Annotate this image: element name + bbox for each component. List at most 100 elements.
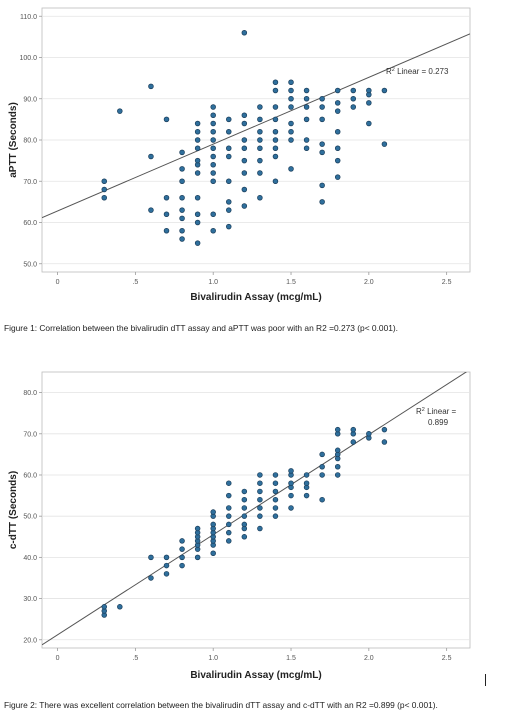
data-point [288,79,294,85]
data-point [194,120,201,127]
data-point [210,137,216,143]
data-point [226,178,232,185]
y-tick-label: 110.0 [20,14,37,21]
data-point [272,480,279,486]
data-point [350,426,357,433]
data-point [334,108,341,114]
y-tick-label: 70.0 [23,179,37,186]
y-tick-label: 100.0 [19,55,37,62]
data-point [381,439,388,445]
data-point [288,166,294,172]
data-point [303,492,310,499]
data-point [163,195,170,201]
data-point [272,87,279,94]
data-point [194,145,201,152]
data-point [319,199,325,205]
data-point [148,153,154,160]
data-point [210,211,216,218]
data-point [241,186,248,193]
y-tick-label: 50.0 [23,514,37,521]
data-point [148,554,154,561]
data-point [257,525,263,532]
data-point [257,157,263,164]
data-point [194,554,201,561]
data-point [350,87,357,94]
data-point [381,426,388,433]
x-tick-label: .5 [132,655,138,662]
data-point [241,203,248,209]
figure-2-scatter-chart: 20.0 30.0 40.0 50.0 60.0 70.0 80.0 0 .5 1.0 1.5 2.0… [8,371,471,681]
x-axis-title: Bivalirudin Assay (mcg/mL) [190,292,321,303]
data-point [101,195,108,201]
y-tick-label: 30.0 [23,596,37,603]
data-point [179,228,185,234]
data-point [334,87,341,94]
data-point [257,129,263,135]
data-point [288,468,294,474]
data-point [334,129,341,135]
data-point [288,104,294,110]
data-point [179,207,185,213]
x-tick-label: 0 [56,279,60,286]
data-point [319,149,325,156]
data-point [334,426,341,433]
data-point [179,195,185,201]
data-point [210,112,216,118]
data-point [350,95,357,102]
r2-label: R2 Linear = [416,407,457,416]
data-point [303,472,310,478]
figure-1-scatter-chart: 50.0 60.0 70.0 80.0 90.0 100.0 110.0 0 .5 1.0 1.5 2… [8,7,471,303]
x-tick-label: 1.5 [286,655,296,662]
data-point [226,199,232,205]
data-point [179,178,185,185]
data-point [210,104,216,110]
x-tick-label: 0 [56,655,60,662]
r2-value: 0.899 [428,418,449,427]
data-point [319,141,325,147]
data-point [226,529,232,536]
data-point [210,228,216,234]
x-tick-label: 1.0 [208,655,218,662]
data-point [210,521,216,528]
data-point [272,178,279,185]
data-point [163,571,170,577]
r2-label: R2 Linear = 0.273 [386,67,449,76]
data-point [163,554,170,561]
data-point [241,513,248,519]
data-point [148,575,154,581]
data-point [179,546,185,552]
data-point [241,170,248,176]
data-point [163,211,170,218]
data-point [163,228,170,234]
data-point [226,116,232,123]
data-point [319,496,325,503]
data-point [226,223,232,230]
data-point [194,129,201,135]
data-point [257,104,263,110]
data-point [210,145,216,152]
data-point [272,129,279,135]
data-point [303,480,310,486]
data-point [241,534,248,540]
x-axis-title: Bivalirudin Assay (mcg/mL) [190,670,321,681]
data-point [288,505,294,511]
data-point [117,604,123,610]
data-point [226,513,232,519]
data-point [257,480,263,486]
data-point [101,604,108,610]
data-point [272,488,279,495]
data-point [334,463,341,470]
data-point [210,153,216,160]
data-point [117,108,123,114]
regression-line [42,33,470,219]
data-point [210,550,216,557]
data-point [226,207,232,213]
data-point [272,153,279,160]
data-point [334,100,341,106]
data-point [194,240,201,246]
y-tick-label: 20.0 [23,637,37,644]
data-point [194,137,201,143]
y-tick-label: 60.0 [23,472,37,479]
data-point [272,116,279,123]
data-point [257,488,263,495]
